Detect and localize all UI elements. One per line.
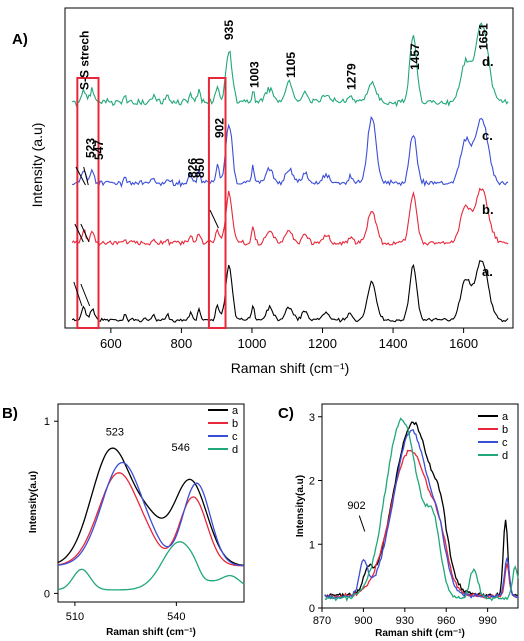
panel-a-frame: [64, 7, 514, 329]
panel-b-curve-a: [57, 447, 245, 566]
panel-a-peak-label: 1105: [284, 52, 298, 78]
panel-a-curves: [71, 22, 509, 323]
panel-a-x-ticks: 600 800 1000 1200 1400 1600: [100, 328, 478, 351]
panel-a-label: A): [12, 31, 28, 48]
panel-a-peak-label: 1651: [477, 23, 491, 50]
panel-a-arrow: [83, 166, 89, 186]
panel-a-series-label: a.: [482, 264, 493, 279]
panel-c-legend-label: d: [502, 450, 508, 462]
panel-a-x-tick-label: 1400: [379, 336, 408, 351]
panel-c-legend-label: a: [502, 411, 509, 423]
panel-c-curve-b: [324, 449, 519, 600]
panel-c-arrow: [358, 515, 366, 532]
panel-b-legend-label: a: [232, 405, 239, 417]
panel-c-ticks: 870 900 930 960 990 0 1 2 3: [309, 412, 497, 627]
panel-a-peak-label: 902: [212, 118, 226, 138]
panel-b-y-axis-label: Intensity(a.u): [28, 471, 39, 533]
panel-a-arrow: [74, 223, 84, 243]
panel-a-curve-a: [71, 259, 509, 323]
panel-a-x-tick-label: 1600: [449, 336, 478, 351]
panel-c-annotations: 902: [347, 500, 366, 532]
panel-a-peak-label: 1457: [408, 43, 422, 70]
panel-b-curves: [57, 447, 245, 591]
panel-c-y-axis-label: Intensity(a.u): [295, 475, 306, 537]
panel-c-curve-d: [324, 417, 519, 602]
panel-c-x-tick-label: 900: [354, 615, 372, 627]
panel-a-arrow: [73, 281, 83, 307]
panel-a-series-label: d.: [482, 54, 494, 69]
panel-a-x-tick-label: 800: [171, 336, 193, 351]
panel-b-curve-c: [57, 461, 245, 567]
panel-b-peak-label: 546: [171, 442, 189, 454]
panel-a-x-tick-label: 1200: [308, 336, 337, 351]
panel-c-legend-label: b: [502, 424, 508, 436]
panel-a-arrow: [209, 209, 219, 229]
panel-a-x-tick-label: 1000: [237, 336, 266, 351]
panel-a-series-label: b.: [482, 202, 494, 217]
panel-b-frame: [57, 403, 245, 603]
panel-a-curve-d: [71, 22, 509, 108]
panel-c-y-tick-label: 1: [309, 539, 315, 551]
panel-c-frame: [321, 403, 519, 609]
panel-a: A) 600 800 1000 1200 1400 1600 Raman shift (c…: [12, 7, 514, 376]
panel-c-y-tick-label: 0: [309, 603, 315, 615]
panel-b-y-tick-label: 1: [44, 416, 50, 428]
panel-c-x-tick-label: 870: [313, 615, 331, 627]
panel-c-y-tick-label: 2: [309, 476, 315, 488]
panel-c-curve-a: [324, 421, 519, 600]
panel-a-x-axis-label: Raman shift (cm⁻¹): [231, 360, 350, 376]
panel-a-peak-label: 850: [193, 158, 207, 178]
panel-b-x-tick-label: 540: [167, 611, 185, 623]
highlight-box-902: [207, 77, 227, 329]
panel-a-arrow: [80, 223, 90, 243]
panel-c-legend-label: c: [502, 437, 508, 449]
panel-a-curve-b: [71, 187, 509, 247]
panel-a-peak-label: 1279: [345, 63, 359, 90]
panel-a-peak-label: 547: [92, 140, 106, 160]
panel-a-arrow: [75, 166, 86, 186]
panel-a-y-axis-label: Intensity (a.u): [29, 123, 45, 208]
panel-c-x-tick-label: 990: [478, 615, 496, 627]
panel-a-curve-c: [72, 115, 509, 189]
panel-b-curve-b: [57, 472, 245, 567]
panel-c-label: C): [278, 405, 294, 422]
panel-b-annotations: 523 546: [106, 426, 190, 454]
panel-a-peak-label: S-S strech: [78, 31, 92, 90]
panel-a-peak-label: 1003: [248, 61, 262, 88]
panel-b-legend-label: d: [232, 444, 238, 456]
panel-b-label: B): [2, 405, 18, 422]
panel-c-x-tick-label: 930: [396, 615, 414, 627]
panel-a-peak-label: 826: [185, 158, 199, 178]
panel-b-y-tick-label: 0: [44, 588, 50, 600]
panel-b-x-tick-label: 510: [66, 611, 84, 623]
panel-b-ticks: 510 540 0 1: [44, 416, 186, 623]
panel-c-peak-label: 902: [347, 500, 365, 512]
panel-a-arrow: [80, 283, 91, 307]
panel-b-peak-label: 523: [106, 426, 124, 438]
panel-b-curve-d: [57, 541, 245, 591]
highlight-box-ss-stretch: [76, 77, 100, 329]
panel-b-x-axis-label: Raman shift (cm⁻¹): [106, 627, 196, 638]
panel-c-x-axis-label: Raman shift (cm⁻¹): [375, 628, 465, 639]
panel-b-legend-label: b: [232, 418, 238, 430]
panel-c-x-tick-label: 960: [437, 615, 455, 627]
panel-a-x-tick-label: 600: [100, 336, 122, 351]
panel-c-curves: [324, 417, 519, 602]
panel-a-peak-label: 523: [84, 138, 98, 158]
panel-b-legend-label: c: [232, 431, 238, 443]
panel-c-y-tick-label: 3: [309, 412, 315, 424]
panel-a-series-labels: a. b. c. d.: [482, 54, 494, 279]
panel-a-series-label: c.: [482, 128, 493, 143]
panel-a-peak-label: 935: [222, 20, 236, 40]
